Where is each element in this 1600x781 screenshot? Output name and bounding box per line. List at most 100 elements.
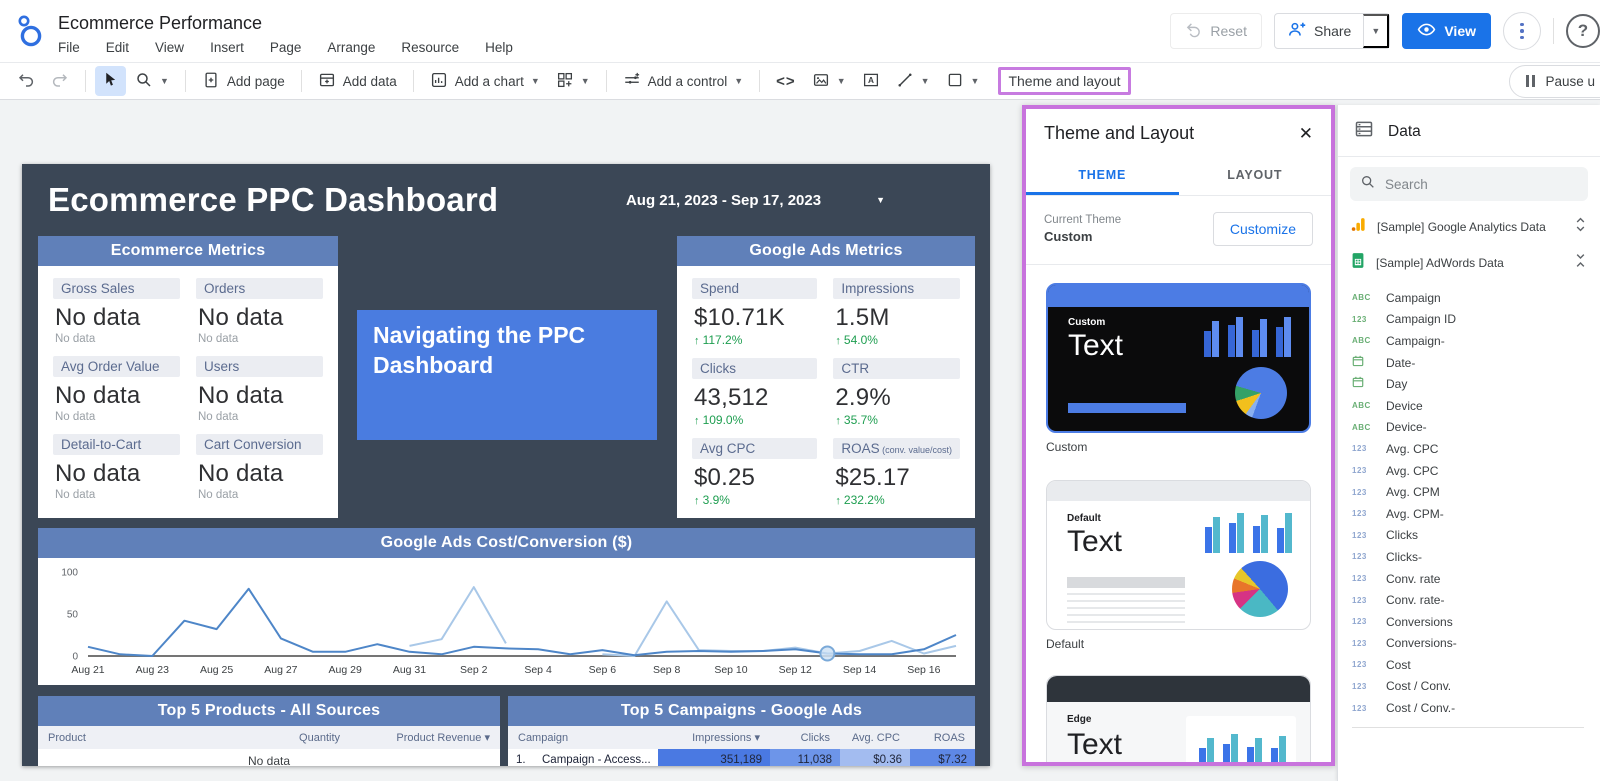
customize-button[interactable]: Customize [1212, 212, 1313, 246]
kpi-impressions[interactable]: Impressions 1.5M ↑ 54.0% [833, 278, 960, 347]
add-chart-button[interactable]: Add a chart ▼ [423, 66, 547, 96]
add-page-button[interactable]: Add page [195, 66, 292, 96]
help-button[interactable]: ? [1566, 14, 1600, 48]
field-avg-cpc[interactable]: 123 Avg. CPC [1338, 438, 1600, 460]
field-conv-rate[interactable]: 123 Conv. rate- [1338, 589, 1600, 611]
menu-insert[interactable]: Insert [210, 40, 244, 55]
field-campaign[interactable]: ABC Campaign [1338, 287, 1600, 309]
menu-view[interactable]: View [155, 40, 185, 55]
insert-image-button[interactable]: ▼ [805, 66, 853, 96]
kpi-spend[interactable]: Spend $10.71K ↑ 117.2% [692, 278, 818, 347]
field-cost-conv[interactable]: 123 Cost / Conv.- [1338, 697, 1600, 719]
data-source-adwords[interactable]: [Sample] AdWords Data [1338, 245, 1600, 281]
reset-button[interactable]: Reset [1170, 13, 1262, 49]
kpi-ctr[interactable]: CTR 2.9% ↑ 35.7% [833, 358, 960, 427]
more-options-button[interactable] [1503, 12, 1541, 50]
field-device[interactable]: ABC Device- [1338, 417, 1600, 439]
redo-button[interactable] [44, 66, 76, 96]
report-canvas[interactable]: Ecommerce PPC Dashboard Aug 21, 2023 - S… [22, 164, 990, 766]
field-device[interactable]: ABC Device [1338, 395, 1600, 417]
text-box-button[interactable]: A [855, 66, 887, 96]
column-header-roas[interactable]: ROAS [933, 731, 965, 744]
field-conversions[interactable]: 123 Conversions- [1338, 633, 1600, 655]
column-header-impressions[interactable]: Impressions ▾ [692, 732, 760, 744]
field-avg-cpm[interactable]: 123 Avg. CPM [1338, 481, 1600, 503]
menu-edit[interactable]: Edit [105, 40, 130, 55]
top-campaigns-table[interactable]: Top 5 Campaigns - Google Ads Campaign Imp… [508, 696, 975, 766]
zoom-tool-button[interactable]: ▼ [128, 66, 176, 96]
report-title[interactable]: Ecommerce PPC Dashboard [48, 181, 499, 218]
document-title[interactable]: Ecommerce Performance [58, 13, 263, 33]
kpi-roas[interactable]: ROAS (conv. value/cost) $25.17 ↑ 232.2% [833, 438, 960, 507]
field-clicks[interactable]: 123 Clicks- [1338, 546, 1600, 568]
share-button[interactable]: Share [1275, 14, 1363, 48]
select-tool-button[interactable] [95, 66, 126, 96]
kpi-avg-order-value[interactable]: Avg Order Value No data No data [53, 356, 180, 423]
field-search-box[interactable] [1350, 167, 1588, 201]
field-campaign[interactable]: ABC Campaign- [1338, 330, 1600, 352]
kpi-users[interactable]: Users No data No data [196, 356, 323, 423]
pause-updates-button[interactable]: Pause u [1509, 64, 1600, 98]
unfold-less-icon[interactable] [1573, 252, 1588, 274]
add-control-button[interactable]: Add a control ▼ [616, 66, 750, 96]
add-data-button[interactable]: Add data [311, 66, 404, 96]
column-header-product[interactable]: Product [48, 731, 86, 744]
theme-card-custom[interactable]: Custom Text [1046, 283, 1311, 433]
unfold-more-icon[interactable] [1573, 216, 1588, 238]
note-text-box[interactable]: Navigating the PPC Dashboard [357, 310, 657, 440]
field-cost-conv[interactable]: 123 Cost / Conv. [1338, 676, 1600, 698]
view-button[interactable]: View [1402, 13, 1491, 49]
kpi-clicks[interactable]: Clicks 43,512 ↑ 109.0% [692, 358, 818, 427]
theme-card-default[interactable]: Default Text [1046, 480, 1311, 630]
kpi-detail-to-cart[interactable]: Detail-to-Cart No data No data [53, 434, 180, 501]
tab-theme[interactable]: THEME [1026, 156, 1179, 195]
kpi-value: $10.71K [694, 304, 785, 331]
theme-and-layout-button[interactable]: Theme and layout [998, 67, 1131, 95]
campaign-table-row[interactable]: 1. Campaign - Access... 351,189 11,038 $… [508, 749, 975, 766]
data-source-google-analytics[interactable]: [Sample] Google Analytics Data [1338, 209, 1600, 245]
share-options-caret[interactable]: ▼ [1363, 14, 1390, 48]
ecommerce-metrics-panel[interactable]: Ecommerce Metrics Gross Sales No data No d… [38, 236, 338, 518]
menu-resource[interactable]: Resource [401, 40, 460, 55]
kpi-orders[interactable]: Orders No data No data [196, 278, 323, 345]
field-avg-cpc[interactable]: 123 Avg. CPC [1338, 460, 1600, 482]
field-date[interactable]: Date- [1338, 352, 1600, 374]
shape-tool-button[interactable]: ▼ [939, 66, 987, 96]
community-visualizations-button[interactable]: ▼ [549, 66, 597, 96]
theme-card-edge[interactable]: Edge Text [1046, 675, 1311, 762]
column-header-campaign[interactable]: Campaign [518, 731, 569, 744]
kpi-delta: ↑ 117.2% [694, 333, 743, 347]
field-clicks[interactable]: 123 Clicks [1338, 525, 1600, 547]
search-input[interactable] [1385, 176, 1555, 192]
field-conv-rate[interactable]: 123 Conv. rate [1338, 568, 1600, 590]
field-day[interactable]: Day [1338, 373, 1600, 395]
column-header-quantity[interactable]: Quantity [299, 731, 340, 744]
top-products-table[interactable]: Top 5 Products - All Sources Product Quan… [38, 696, 500, 766]
column-header-product-revenue[interactable]: Product Revenue ▾ [396, 732, 490, 744]
undo-button[interactable] [10, 66, 42, 96]
date-range-control[interactable]: Aug 21, 2023 - Sep 17, 2023 ▼ [625, 191, 885, 209]
menu-help[interactable]: Help [485, 40, 513, 55]
menu-file[interactable]: File [58, 40, 80, 55]
kpi-gross-sales[interactable]: Gross Sales No data No data [53, 278, 180, 345]
kpi-delta: ↑ 54.0% [835, 333, 878, 347]
line-tool-button[interactable]: ▼ [889, 66, 937, 96]
arrow-up-icon: ↑ [835, 495, 844, 507]
kpi-avg-cpc[interactable]: Avg CPC $0.25 ↑ 3.9% [692, 438, 818, 507]
kpi-cart-conversion[interactable]: Cart Conversion No data No data [196, 434, 323, 501]
close-icon[interactable]: ✕ [1298, 123, 1313, 143]
menu-arrange[interactable]: Arrange [327, 40, 376, 55]
embed-code-button[interactable]: <> [769, 66, 803, 96]
field-conversions[interactable]: 123 Conversions [1338, 611, 1600, 633]
menu-page[interactable]: Page [269, 40, 302, 55]
field-campaign-id[interactable]: 123 Campaign ID [1338, 309, 1600, 331]
tab-layout[interactable]: LAYOUT [1179, 156, 1332, 195]
cost-conversion-chart-panel[interactable]: Google Ads Cost/Conversion ($) 100 50 0 Aug… [38, 528, 975, 685]
column-header-avg-cpc[interactable]: Avg. CPC [851, 731, 900, 744]
svg-text:Aug 29: Aug 29 [329, 664, 362, 676]
field-avg-cpm[interactable]: 123 Avg. CPM- [1338, 503, 1600, 525]
google-ads-metrics-panel[interactable]: Google Ads Metrics Spend $10.71K ↑ 117.2% I… [677, 236, 975, 518]
field-cost[interactable]: 123 Cost [1338, 654, 1600, 676]
column-header-clicks[interactable]: Clicks [800, 731, 830, 744]
